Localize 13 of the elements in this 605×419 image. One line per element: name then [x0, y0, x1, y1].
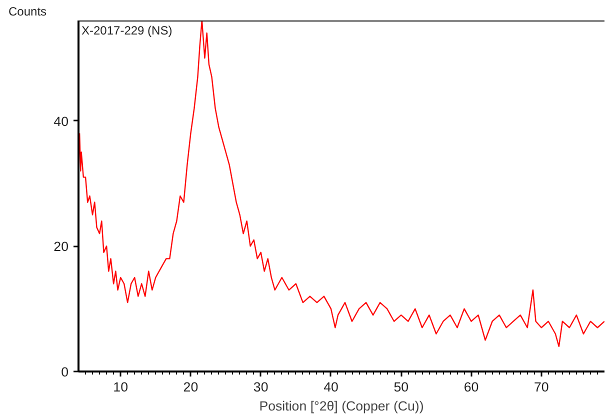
annotation: X-2017-229 (NS) — [82, 24, 172, 38]
x-tick-label: 20 — [183, 380, 198, 394]
x-tick-label: 10 — [113, 380, 128, 394]
x-tick-label: 70 — [534, 380, 549, 394]
x-tick-label: 40 — [324, 380, 338, 394]
y-tick-label: 40 — [54, 114, 69, 129]
y-tick-label: 20 — [54, 239, 69, 254]
y-tick-label: 0 — [61, 364, 69, 380]
x-tick-label: 30 — [253, 380, 268, 394]
x-tick-label: 60 — [464, 380, 479, 394]
x-tick-label: 50 — [394, 380, 409, 394]
y-axis-title: Counts — [8, 4, 47, 18]
x-axis-title: Position [°2θ] (Copper (Cu)) — [259, 398, 424, 414]
